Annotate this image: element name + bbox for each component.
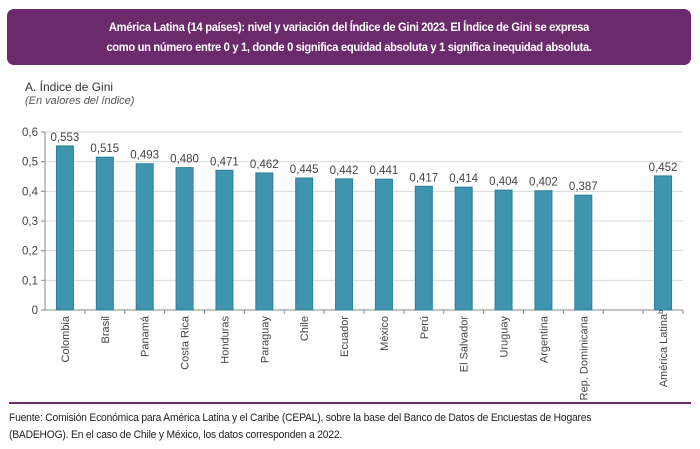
bar-uruguay: [494, 189, 513, 311]
value-label: 0,452: [649, 162, 678, 174]
value-label: 0,442: [330, 165, 359, 177]
y-tick-label: 0,6: [22, 127, 38, 139]
source-line-2: (BADEHOG). En el caso de Chile y México,…: [9, 429, 343, 441]
category-label: El Salvador: [459, 316, 471, 373]
value-label: 0,441: [370, 165, 399, 177]
category-label: Honduras: [219, 316, 231, 364]
category-label: México: [379, 316, 391, 351]
source-note: Fuente: Comisión Económica para América …: [9, 410, 690, 444]
bar-argentina: [534, 190, 553, 311]
y-tick-label: 0,3: [22, 216, 38, 228]
y-tick-label: 0,4: [22, 186, 39, 198]
bar-rep-dominicana: [574, 194, 593, 311]
category-label: Rep. Dominicana: [578, 315, 590, 400]
bar-américa-latina: [654, 175, 673, 311]
bar-costa-rica: [175, 167, 194, 311]
category-label: Ecuador: [339, 316, 351, 357]
category-label: Paraguay: [259, 316, 271, 364]
bar-paraguay: [255, 172, 274, 311]
y-tick-label: 0: [32, 305, 38, 317]
panel-title: A. Índice de Gini: [25, 80, 114, 94]
y-tick-label: 0,2: [22, 246, 38, 258]
category-label: Perú: [419, 316, 431, 339]
bar-méxico: [374, 178, 393, 311]
category-label: Uruguay: [499, 316, 511, 358]
value-label: 0,445: [290, 164, 319, 176]
value-label: 0,462: [250, 159, 279, 171]
category-label: América Latinab: [658, 310, 670, 387]
bars: [55, 145, 673, 311]
bar-chile: [295, 177, 314, 311]
category-label: Colombia: [60, 315, 72, 362]
title-line-2: como un número entre 0 y 1, donde 0 sign…: [106, 40, 592, 54]
y-tick-labels: 0 0,1 0,2 0,3 0,4 0,5 0,6: [22, 127, 39, 317]
superscript-note: b: [658, 310, 665, 314]
bar-honduras: [215, 169, 234, 311]
value-labels: 0,553 0,515 0,493 0,480 0,471 0,462 0,445 0,442…: [51, 132, 678, 193]
category-label: Costa Rica: [180, 315, 192, 370]
value-label: 0,480: [170, 154, 199, 166]
value-label: 0,404: [489, 176, 518, 188]
value-label: 0,515: [90, 143, 119, 155]
category-label: Panamá: [140, 315, 152, 357]
category-labels: Colombia Brasil Panamá Costa Rica Honduras Pa…: [60, 310, 670, 400]
value-label: 0,471: [210, 156, 239, 168]
title-banner: América Latina (14 países): nivel y vari…: [7, 9, 691, 65]
value-label: 0,417: [409, 172, 438, 184]
bar-panamá: [135, 163, 154, 311]
bar-el-salvador: [454, 186, 473, 311]
value-label: 0,402: [529, 177, 558, 189]
title-line-1: América Latina (14 países): nivel y vari…: [108, 20, 590, 34]
value-label: 0,553: [51, 132, 80, 144]
bar-ecuador: [335, 178, 354, 311]
value-label: 0,493: [130, 150, 159, 162]
category-label: Chile: [299, 316, 311, 341]
chart-title: América Latina (14 países): nivel y vari…: [41, 17, 657, 57]
gini-bar-chart: 0,553 0,515 0,493 0,480 0,471 0,462 0,445 0,442…: [22, 127, 684, 400]
bar-perú: [414, 185, 433, 311]
panel-subtitle: (En valores del índice): [25, 95, 135, 107]
footer-divider: [9, 402, 691, 404]
category-label: Brasil: [100, 316, 112, 344]
category-label: Argentina: [538, 315, 550, 363]
y-tick-label: 0,1: [22, 275, 38, 287]
source-line-1: Fuente: Comisión Económica para América …: [9, 412, 592, 424]
bar-colombia: [55, 145, 74, 311]
y-tick-label: 0,5: [22, 157, 38, 169]
bar-brasil: [95, 156, 114, 311]
value-label: 0,414: [449, 173, 478, 185]
value-label: 0,387: [569, 181, 598, 193]
